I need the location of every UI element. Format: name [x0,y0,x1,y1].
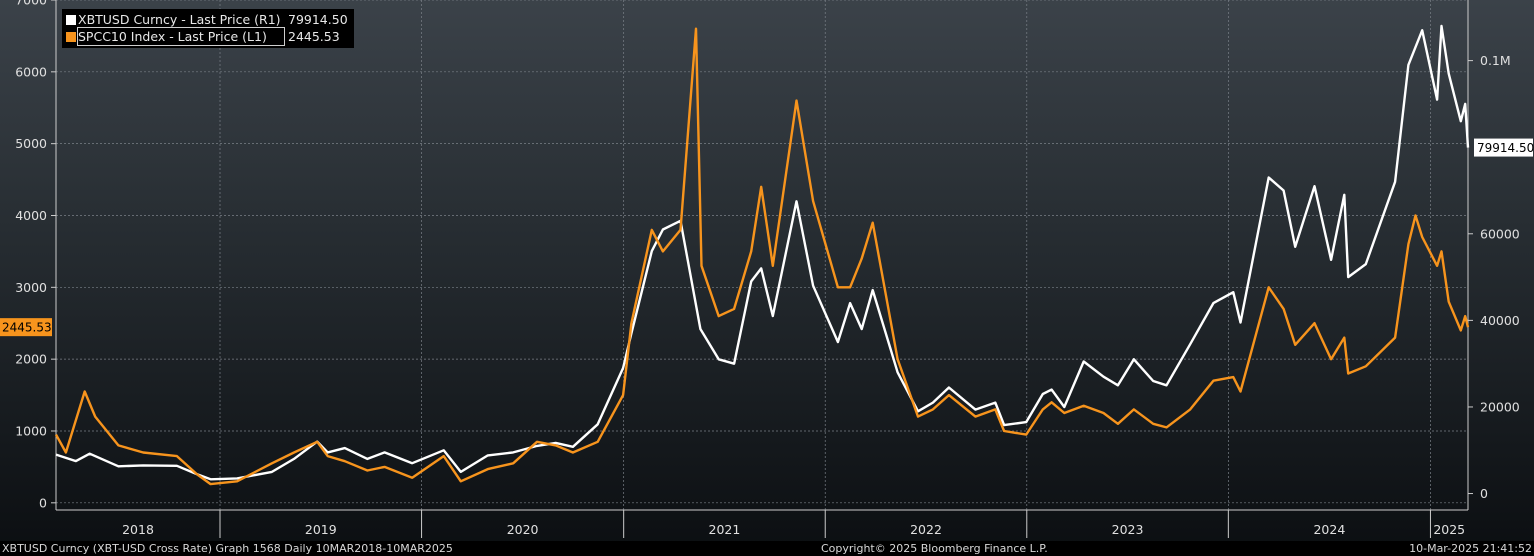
series-lines [54,24,1470,486]
right-axis-tick-label: 60000 [1480,226,1520,241]
right-axis-tick-label: 40000 [1480,313,1520,328]
legend[interactable]: XBTUSD Curncy - Last Price (R1) 79914.50… [62,9,354,48]
left-axis-tick-label: 2000 [15,352,47,367]
right-axis-tick-label: 0.1M [1480,53,1511,68]
left-axis-tick-label: 1000 [15,423,47,438]
x-axis-tick-label: 2023 [1112,522,1144,537]
legend-item-xbtusd[interactable]: XBTUSD Curncy - Last Price (R1) 79914.50 [66,11,348,28]
legend-swatch-spcc10 [66,31,76,42]
series-line-spcc10 [54,27,1470,486]
right-axis: 0 20000 40000 60000 0.1M [1467,0,1520,510]
right-last-value-tag: 79914.50 [1477,141,1534,155]
x-axis: 2018 2019 2020 2021 2022 2023 2024 2025 [56,509,1468,538]
x-axis-tick-label: 2021 [709,522,741,537]
x-axis-tick-label: 2018 [122,522,154,537]
gridlines [56,0,1468,510]
x-axis-tick-label: 2022 [910,522,942,537]
left-axis-tick-label: 5000 [15,136,47,151]
footer-bar: XBTUSD Curncy (XBT-USD Cross Rate) Graph… [0,541,1534,556]
x-axis-tick-label: 2025 [1433,522,1465,537]
legend-label-spcc10: SPCC10 Index - Last Price (L1) [77,27,285,46]
right-last-value-tag-box [1474,138,1533,157]
last-value-tags: 79914.50 2445.53 [0,138,1534,337]
x-axis-tick-label: 2024 [1313,522,1345,537]
series-line-xbtusd [55,24,1470,481]
x-axis-tick-label: 2020 [507,522,539,537]
legend-value-xbtusd: 79914.50 [288,12,348,27]
legend-value-spcc10: 2445.53 [288,29,340,44]
left-axis: 0 1000 2000 3000 4000 5000 6000 7000 [15,0,57,510]
left-axis-tick-label: 6000 [15,64,47,79]
left-axis-tick-label: 0 [39,495,47,510]
footer-description: XBTUSD Curncy (XBT-USD Cross Rate) Graph… [2,542,453,555]
left-axis-tick-label: 7000 [15,0,47,8]
left-last-value-tag: 2445.53 [2,321,52,335]
right-axis-tick-label: 0 [1480,486,1488,501]
right-axis-tick-label: 20000 [1480,399,1520,414]
footer-copyright: Copyright© 2025 Bloomberg Finance L.P. [821,542,1048,555]
legend-swatch-xbtusd [66,14,76,25]
footer-timestamp: 10-Mar-2025 21:41:52 [1409,542,1532,555]
x-axis-tick-label: 2019 [305,522,337,537]
legend-item-spcc10[interactable]: SPCC10 Index - Last Price (L1) 2445.53 [66,27,348,46]
legend-label-xbtusd: XBTUSD Curncy - Last Price (R1) [78,12,281,27]
left-axis-tick-label: 3000 [15,280,47,295]
left-last-value-tag-box [0,318,52,337]
left-axis-tick-label: 4000 [15,208,47,223]
